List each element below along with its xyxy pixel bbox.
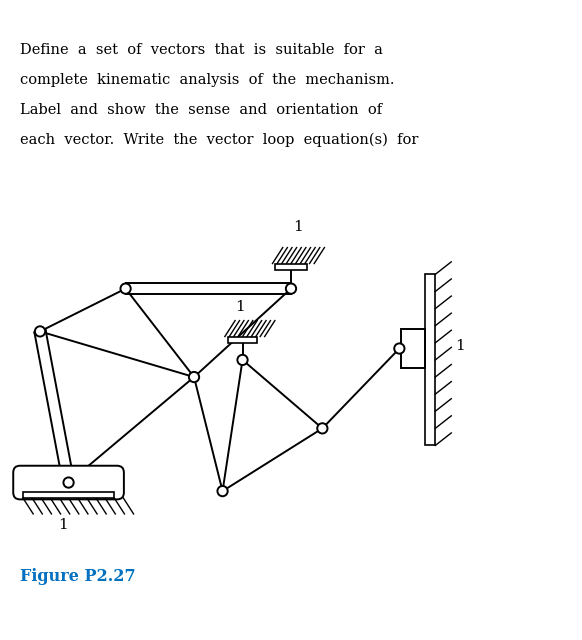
Bar [275, 264, 307, 270]
Text: Define  a  set  of  vectors  that  is  suitable  for  a: Define a set of vectors that is suitable… [20, 44, 383, 58]
Circle shape [35, 326, 45, 337]
Circle shape [218, 486, 228, 496]
Text: 1: 1 [293, 220, 303, 234]
Text: 1: 1 [58, 518, 68, 532]
Circle shape [317, 423, 328, 433]
Bar [228, 337, 257, 343]
Text: 1: 1 [455, 339, 464, 353]
Bar [425, 275, 435, 445]
Circle shape [189, 372, 199, 382]
Bar [23, 492, 114, 498]
Circle shape [286, 284, 296, 294]
Bar [401, 329, 425, 368]
Text: complete  kinematic  analysis  of  the  mechanism.: complete kinematic analysis of the mecha… [20, 73, 395, 87]
Circle shape [63, 477, 74, 488]
Circle shape [237, 355, 248, 365]
Text: 1: 1 [235, 300, 244, 314]
FancyBboxPatch shape [13, 466, 124, 499]
Circle shape [120, 284, 131, 294]
Text: each  vector.  Write  the  vector  loop  equation(s)  for: each vector. Write the vector loop equat… [20, 132, 418, 147]
Circle shape [394, 344, 404, 354]
Text: Label  and  show  the  sense  and  orientation  of: Label and show the sense and orientation… [20, 102, 382, 116]
Text: Figure P2.27: Figure P2.27 [20, 568, 136, 585]
